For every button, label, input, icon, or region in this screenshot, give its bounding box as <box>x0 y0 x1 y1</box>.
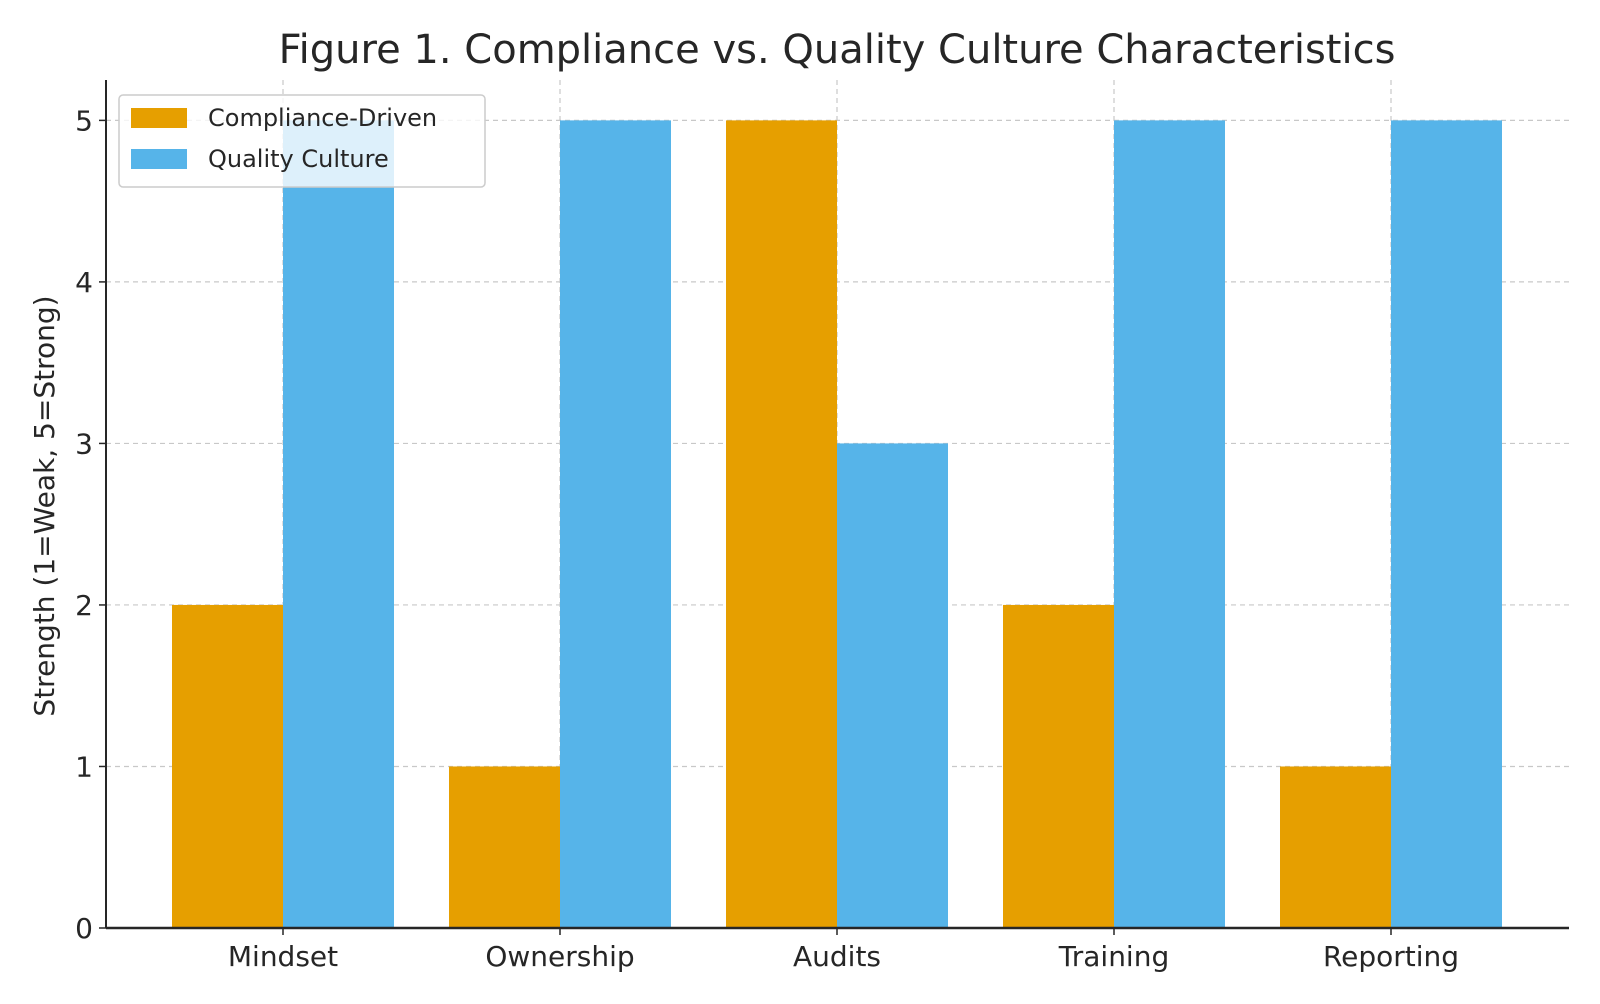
x-tick-label: Ownership <box>485 940 634 973</box>
x-tick-label: Audits <box>793 940 881 973</box>
x-tick-label: Training <box>1058 940 1169 973</box>
y-tick-label: 1 <box>75 750 93 783</box>
bar-compliance-driven-mindset <box>172 604 283 928</box>
x-tick-label: Reporting <box>1323 940 1459 973</box>
bar-quality-culture-audits <box>837 443 948 928</box>
legend-swatch <box>131 149 187 169</box>
y-tick-label: 5 <box>75 104 93 137</box>
legend-label: Quality Culture <box>208 145 389 173</box>
legend: Compliance-Driven Quality Culture <box>118 94 486 188</box>
legend-label: Compliance-Driven <box>208 104 437 132</box>
bar-compliance-driven-training <box>1003 604 1114 928</box>
y-tick-label: 4 <box>75 266 93 299</box>
y-tick-label: 2 <box>75 589 93 622</box>
chart-title: Figure 1. Compliance vs. Quality Culture… <box>279 27 1396 73</box>
legend-frame <box>118 94 486 188</box>
bar-compliance-driven-ownership <box>449 766 560 928</box>
bar-quality-culture-training <box>1114 120 1225 928</box>
bar-compliance-driven-reporting <box>1280 766 1391 928</box>
y-tick-label: 3 <box>75 427 93 460</box>
bar-quality-culture-mindset <box>283 120 394 928</box>
legend-swatch <box>131 108 187 128</box>
bar-quality-culture-ownership <box>560 120 671 928</box>
y-axis-label: Strength (1=Weak, 5=Strong) <box>28 295 61 716</box>
bar-quality-culture-reporting <box>1391 120 1502 928</box>
bar-compliance-driven-audits <box>726 120 837 928</box>
y-tick-label: 0 <box>75 912 93 945</box>
x-tick-label: Mindset <box>228 940 338 973</box>
